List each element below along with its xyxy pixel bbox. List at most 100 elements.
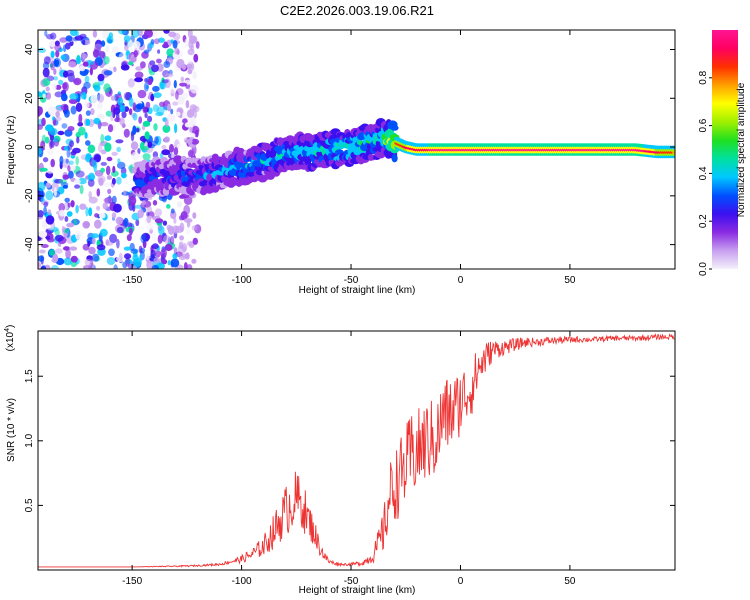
spectrogram-noise-cell bbox=[84, 258, 92, 266]
spectrogram-noise-cell bbox=[192, 105, 200, 113]
spectrogram-noise-cell bbox=[147, 141, 153, 148]
spectrogram-noise-cell bbox=[99, 228, 108, 237]
spectrogram-noise-cell bbox=[102, 202, 109, 210]
spectrogram-y-tick-label: 40 bbox=[24, 44, 35, 56]
snr-x-ticks: -150 -100 -50 0 50 bbox=[122, 331, 576, 587]
spectrogram-noise-cell bbox=[38, 255, 45, 262]
spectrogram-noise-cell bbox=[43, 201, 49, 208]
spectrogram-noise-cell bbox=[96, 244, 106, 251]
spectrogram-noise-cell bbox=[163, 61, 171, 68]
spectrogram-noise-cell bbox=[91, 159, 98, 169]
spectrogram-noise-cell bbox=[66, 148, 71, 158]
spectrogram-noise-cell bbox=[192, 212, 197, 219]
spectrogram-noise-cell bbox=[75, 230, 81, 240]
spectrogram-noise-cell bbox=[102, 182, 112, 187]
snr-multiplier-close: ) bbox=[5, 325, 16, 328]
spectrogram-noise-cell bbox=[70, 30, 78, 37]
spectrogram-noise-cell bbox=[42, 67, 50, 78]
spectrogram-noise-cell bbox=[75, 30, 80, 37]
spectrogram-noise-cell bbox=[103, 56, 110, 65]
spectrogram-noise-cell bbox=[111, 46, 119, 54]
spectrogram-noise-cell bbox=[157, 234, 163, 244]
spectrogram-noise-cell bbox=[57, 130, 65, 136]
spectrogram-noise-cell bbox=[117, 30, 127, 35]
spectrogram-noise-cell bbox=[82, 221, 90, 229]
spectrogram-noise-cell bbox=[67, 165, 71, 172]
snr-multiplier: (x104) bbox=[4, 325, 16, 352]
spectrogram-noise-cell bbox=[45, 86, 50, 92]
spectrogram-noise-cell bbox=[135, 219, 140, 227]
spectrogram-noise-cell bbox=[55, 234, 64, 242]
spectrogram-noise-cell bbox=[50, 50, 55, 58]
spectrogram-noise-cell bbox=[80, 92, 87, 100]
spectrogram-noise-cell bbox=[173, 80, 177, 89]
spectrogram-noise-cell bbox=[90, 233, 99, 239]
spectrogram-noise-cell bbox=[83, 265, 92, 269]
spectrogram-noise-cell bbox=[45, 92, 52, 100]
spectrogram-y-label: Frequency (Hz) bbox=[6, 116, 17, 185]
spectrogram-noise-cell bbox=[38, 262, 41, 268]
spectrogram-noise-cell bbox=[104, 142, 112, 152]
spectrogram-noise-cell bbox=[154, 208, 163, 217]
spectrogram-noise-cell bbox=[102, 30, 109, 39]
spectrogram-y-tick-label: 20 bbox=[24, 92, 35, 104]
spectrogram-noise-cell bbox=[48, 249, 55, 256]
spectrogram-noise-cell bbox=[158, 37, 165, 43]
spectrogram-noise-cell bbox=[63, 232, 68, 238]
spectrogram-noise-cell bbox=[154, 136, 159, 144]
spectrogram-noise-cell bbox=[137, 89, 147, 99]
spectrogram-noise-cell bbox=[100, 161, 108, 166]
spectrogram-noise-cell bbox=[61, 93, 68, 102]
spectrogram-noise-cell bbox=[106, 175, 112, 180]
spectrogram-noise-cell bbox=[128, 195, 137, 206]
spectrogram-x-tick-label: -100 bbox=[232, 275, 252, 286]
spectrogram-noise-cell bbox=[116, 176, 122, 185]
spectrogram-noise-cell bbox=[183, 218, 193, 223]
spectrogram-noise-cell bbox=[60, 54, 66, 60]
spectrogram-noise-cell bbox=[182, 118, 188, 124]
spectrogram-noise-cell bbox=[183, 204, 191, 215]
spectrogram-noise-cell bbox=[131, 151, 140, 161]
spectrogram-y-tick-label: 0 bbox=[24, 144, 35, 150]
spectrogram-noise-cell bbox=[47, 106, 57, 116]
spectrogram-noise-cell bbox=[83, 81, 91, 89]
spectrogram-noise-cell bbox=[45, 136, 50, 144]
colorbar-ticks: 0.0 0.2 0.4 0.6 0.8 bbox=[698, 70, 712, 276]
spectrogram-noise-cell bbox=[170, 208, 175, 214]
spectrogram-noise-cell bbox=[191, 138, 200, 145]
spectrogram-noise-cell bbox=[64, 216, 69, 222]
spectrogram-noise-cell bbox=[41, 264, 46, 269]
spectrogram-noise-cell bbox=[179, 235, 185, 241]
spectrogram-noise-cell bbox=[167, 260, 171, 266]
spectrogram-noise-cell bbox=[116, 146, 122, 153]
spectrogram-noise-cell bbox=[92, 253, 100, 262]
snr-y-label: SNR (10 * v/v) bbox=[6, 398, 17, 462]
snr-frame bbox=[37, 330, 676, 571]
spectrogram-noise-cell bbox=[68, 98, 78, 104]
spectrogram-noise-cell bbox=[84, 132, 88, 139]
spectrogram-x-label: Height of straight line (km) bbox=[299, 285, 416, 296]
colorbar-tick-label: 0.4 bbox=[698, 166, 709, 180]
spectrogram-noise-cell bbox=[87, 144, 96, 154]
spectrogram-noise-cell bbox=[162, 259, 168, 265]
spectrogram-noise-cell bbox=[38, 210, 44, 218]
spectrogram-noise-layer bbox=[38, 30, 202, 269]
spectrogram-noise-cell bbox=[161, 144, 167, 150]
spectrogram-noise-cell bbox=[106, 257, 116, 265]
spectrogram-noise-cell bbox=[128, 97, 134, 107]
spectrogram-noise-cell bbox=[40, 197, 45, 203]
figure-title: C2E2.2026.003.19.06.R21 bbox=[280, 3, 434, 18]
spectrogram-noise-cell bbox=[161, 149, 171, 156]
spectrogram-noise-cell bbox=[144, 30, 153, 38]
spectrogram-noise-cell bbox=[159, 101, 166, 108]
snr-y-tick-label: 1.5 bbox=[24, 369, 35, 383]
spectrogram-noise-cell bbox=[146, 224, 155, 231]
spectrogram-noise-cell bbox=[96, 205, 101, 211]
spectrogram-noise-cell bbox=[46, 33, 54, 40]
spectrogram-noise-cell bbox=[134, 71, 144, 79]
spectrogram-noise-cell bbox=[172, 40, 178, 49]
snr-multiplier-base: (x10 bbox=[5, 331, 16, 351]
spectrogram-noise-cell bbox=[107, 188, 112, 194]
spectrogram-noise-cell bbox=[93, 117, 101, 125]
